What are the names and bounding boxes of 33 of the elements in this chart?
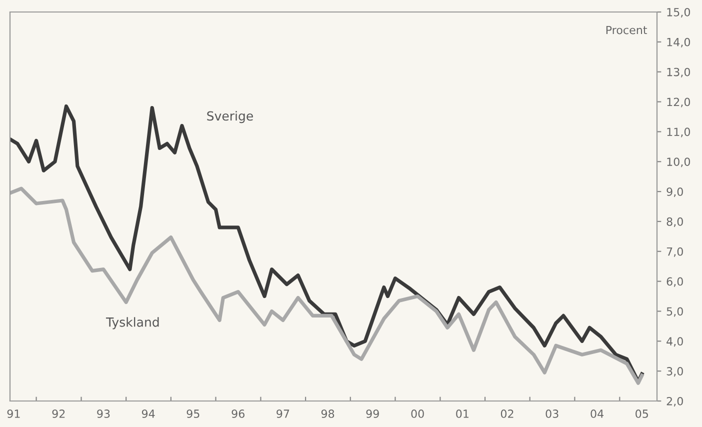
y-axis-title: Procent (606, 26, 648, 34)
x-tick-label: 02 (500, 410, 514, 418)
x-tick-label: 03 (546, 410, 558, 418)
y-tick-label: 5,0 (666, 307, 683, 317)
y-tick-label: 12,0 (667, 98, 690, 108)
x-tick-label: 94 (142, 410, 155, 418)
x-tick-label: 00 (411, 410, 424, 418)
series-label: Sverige (207, 110, 253, 124)
x-tick-label: 93 (97, 410, 110, 418)
x-tick-label: 04 (590, 410, 604, 418)
series-label: Tyskland (106, 317, 159, 330)
y-tick-label: 2,0 (666, 396, 683, 407)
y-tick-label: 14,0 (667, 38, 690, 48)
y-tick-label: 4,0 (666, 337, 683, 347)
x-tick-label: 97 (276, 410, 290, 418)
y-tick-label: 3,0 (666, 367, 683, 377)
y-tick-label: 9,0 (666, 188, 683, 198)
y-tick-label: 13,0 (667, 68, 690, 78)
y-tick-label: 6,0 (666, 277, 683, 287)
y-tick-label: 11,0 (667, 128, 690, 138)
x-tick-label: 05 (636, 410, 648, 418)
x-tick-label: 91 (7, 410, 20, 418)
x-tick-label: 92 (52, 410, 65, 418)
x-tick-label: 98 (321, 410, 334, 418)
y-tick-label: 7,0 (666, 247, 683, 257)
x-tick-label: 99 (366, 410, 379, 418)
y-tick-label: 8,0 (666, 217, 683, 227)
y-tick-label: 15,0 (667, 8, 690, 18)
x-tick-label: 96 (232, 410, 244, 418)
line-series (10, 186, 644, 385)
y-tick-label: 10,0 (667, 158, 690, 168)
x-tick-label: 01 (456, 410, 468, 418)
x-tick-label: 95 (186, 410, 200, 418)
